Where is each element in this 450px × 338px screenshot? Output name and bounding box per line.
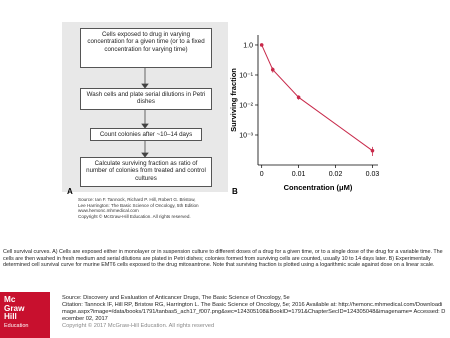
figure-source: Source: Ian F. Tannock, Richard P. Hill,…: [78, 197, 228, 219]
flow-arrows: [141, 68, 149, 158]
y-tick-label: 1.0: [243, 42, 253, 49]
y-axis-label: Surviving fraction: [229, 68, 238, 132]
footer-line: Copyright © 2017 McGraw-Hill Education. …: [62, 323, 215, 329]
y-tick-label: 10⁻³: [239, 132, 253, 139]
source-line: Source: Ian F. Tannock, Richard P. Hill,…: [78, 197, 196, 202]
source-line: Lee Harrington: The Basic Science of Onc…: [78, 202, 199, 208]
flow-box: Calculate surviving fraction as ratio of…: [80, 157, 212, 187]
arrowhead: [141, 123, 149, 129]
logo-text: Education: [4, 322, 29, 329]
logo-text: Graw: [4, 303, 25, 313]
footer-line: Source: Discovery and Evaluation of Anti…: [62, 295, 290, 301]
source-line: www.hemonc.mhmedical.com: [78, 208, 139, 214]
data-point: [296, 95, 301, 100]
footer: Source: Discovery and Evaluation of Anti…: [62, 295, 446, 330]
flow-box: Count colonies after ~10–14 days: [90, 128, 202, 141]
x-tick-label: 0: [260, 171, 264, 178]
source-line: Copyright © McGraw-Hill Education. All r…: [78, 213, 191, 219]
x-tick-label: 0.03: [366, 171, 380, 178]
flow-box: Cells exposed to drug in varying concent…: [80, 28, 212, 68]
data-point: [370, 148, 375, 153]
flow-box: Wash cells and plate serial dilutions in…: [80, 88, 212, 110]
x-tick-label: 0.02: [329, 171, 343, 178]
footer-line: Citation: Tannock IF, Hill RP, Bristow R…: [62, 302, 446, 322]
panel-label: A: [67, 187, 73, 196]
x-axis-label: Concentration (μM): [284, 183, 353, 192]
arrowhead: [141, 152, 149, 158]
chart: 1.0 10⁻¹ 10⁻² 10⁻³ 0 0.01 0.02 0.03 Concentratio…: [229, 35, 379, 192]
series-line: [261, 44, 373, 152]
logo-text: Mc: [4, 295, 16, 304]
data-point: [259, 43, 264, 47]
figure-svg: A B 1.0 10⁻¹ 10⁻² 10⁻³ 0 0.01 0.02 0.03 Concentr…: [67, 35, 379, 196]
panel-label: B: [232, 187, 238, 196]
y-tick-label: 10⁻¹: [239, 72, 253, 79]
caption: Cell survival curves. A) Cells are expos…: [3, 249, 443, 269]
y-tick-label: 10⁻²: [239, 102, 253, 109]
logo-text: Hill: [4, 312, 17, 322]
arrowhead: [141, 83, 149, 89]
x-tick-label: 0.01: [292, 171, 306, 178]
data-point: [270, 67, 275, 72]
logo: Mc Graw Hill Education: [0, 292, 50, 338]
